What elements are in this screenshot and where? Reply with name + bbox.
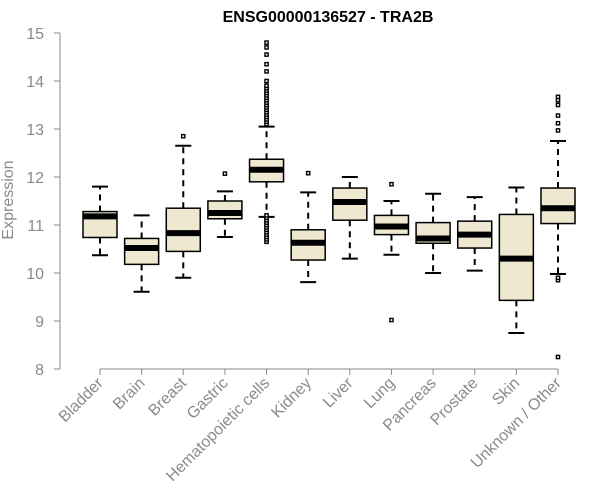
outlier-point	[555, 354, 561, 360]
box-pancreas	[415, 192, 451, 274]
y-tick-label: 8	[35, 362, 44, 379]
outlier-point	[389, 317, 394, 323]
box-lung	[373, 181, 410, 323]
box-gastric	[207, 171, 243, 238]
outlier-point	[264, 61, 269, 67]
y-tick-label: 10	[26, 266, 44, 283]
y-axis-label: Expression	[0, 160, 17, 239]
outlier-point	[264, 69, 269, 74]
boxes	[82, 40, 576, 360]
outlier-point	[264, 213, 269, 218]
outlier-point	[264, 78, 269, 84]
box-hematopoietic-cells	[248, 40, 285, 245]
outlier-point	[222, 171, 228, 176]
x-tick-label: Skin	[489, 375, 523, 409]
chart-title: ENSG00000136527 - TRA2B	[223, 9, 434, 26]
box-kidney	[290, 170, 326, 284]
y-tick-label: 12	[26, 170, 44, 187]
y-tick-label: 15	[26, 26, 44, 43]
outlier-point	[389, 181, 394, 187]
x-tick-label: Bladder	[56, 374, 107, 425]
outlier-point	[305, 170, 311, 176]
outlier-point	[264, 52, 269, 57]
box-breast	[165, 133, 202, 279]
x-tick-label: Liver	[320, 374, 357, 411]
y-tick-label: 13	[26, 122, 44, 139]
box-iqr	[165, 207, 202, 253]
x-tick-label: Breast	[145, 374, 190, 419]
box-prostate	[456, 196, 493, 272]
x-tick-label: Brain	[110, 375, 148, 413]
box-iqr	[207, 200, 243, 220]
x-tick-label: Lung	[361, 375, 398, 412]
outlier-point	[555, 120, 561, 126]
box-brain	[123, 214, 160, 293]
outlier-point	[264, 83, 269, 89]
outlier-point	[555, 94, 561, 100]
box-liver	[332, 176, 368, 260]
x-tick-label: Kidney	[268, 375, 315, 422]
box-iqr	[123, 237, 160, 266]
box-unknown-other	[540, 94, 576, 360]
y-ticks: 8 9 10 11 12 13 14 15	[26, 26, 60, 379]
y-tick-label: 11	[27, 218, 44, 235]
outlier-point	[180, 133, 186, 139]
outlier-point	[555, 113, 561, 118]
outlier-point	[264, 45, 269, 50]
box-skin	[498, 186, 535, 334]
outlier-point	[555, 102, 561, 108]
outlier-point	[555, 275, 561, 281]
box-bladder	[82, 185, 118, 257]
y-tick-label: 14	[26, 74, 44, 91]
outlier-point	[555, 128, 561, 133]
y-tick-label: 9	[35, 314, 44, 331]
outlier-point	[264, 40, 269, 45]
